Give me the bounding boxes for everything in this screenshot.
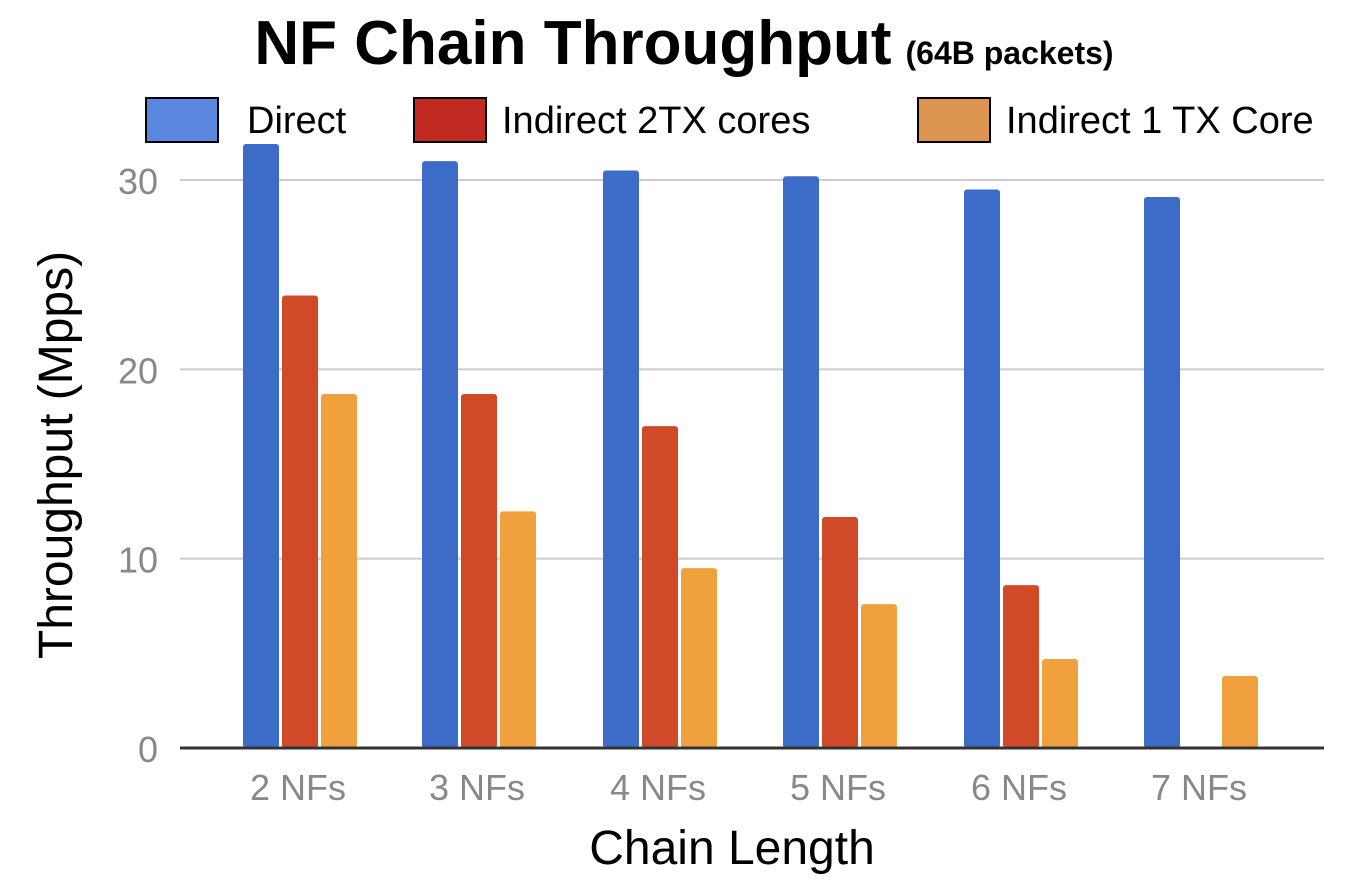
bar	[681, 568, 717, 748]
x-tick-label: 6 NFs	[971, 767, 1067, 808]
legend-swatch	[917, 97, 991, 143]
bar	[282, 295, 318, 748]
bar	[783, 176, 819, 749]
y-tick-label: 10	[118, 540, 158, 581]
legend-swatch	[145, 97, 219, 143]
legend-label: Indirect 1 TX Core	[1006, 100, 1314, 142]
chart-title: NF Chain Throughput	[254, 9, 892, 78]
bar	[1144, 197, 1180, 749]
bar	[861, 604, 897, 748]
legend-swatch	[413, 97, 487, 143]
x-tick-label: 5 NFs	[790, 767, 886, 808]
axes: 0 10 20 30 2 NFs 3 NFs 4 NFs 5 NFs 6 NFs 7 NFs	[118, 161, 1324, 808]
x-tick-label: 7 NFs	[1151, 767, 1247, 808]
y-tick-label: 30	[118, 161, 158, 202]
y-tick-label: 0	[138, 729, 158, 770]
x-tick-label: 3 NFs	[429, 767, 525, 808]
y-axis-label: Throughput (Mpps)	[30, 251, 83, 659]
legend-label: Direct	[247, 100, 347, 142]
bar	[1222, 676, 1258, 748]
bar	[1003, 585, 1039, 748]
y-tick-label: 20	[118, 350, 158, 391]
bar	[321, 393, 357, 748]
bar	[500, 511, 536, 748]
bar	[461, 393, 497, 748]
chart-subtitle: (64B packets)	[905, 35, 1114, 71]
bar	[1042, 659, 1078, 748]
bar	[642, 426, 678, 748]
legend: Direct Indirect 2TX cores Indirect 1 TX Co…	[145, 97, 1314, 143]
bar	[243, 144, 279, 748]
x-tick-label: 2 NFs	[250, 767, 346, 808]
x-tick-label: 4 NFs	[610, 767, 706, 808]
x-axis-label: Chain Length	[589, 822, 875, 875]
gridlines	[180, 179, 1324, 560]
chart-title-block: NF Chain Throughput (64B packets)	[0, 8, 1368, 79]
bars	[243, 144, 1258, 749]
bar	[422, 161, 458, 749]
legend-label: Indirect 2TX cores	[502, 100, 810, 142]
bar	[964, 189, 1000, 748]
bar	[822, 517, 858, 748]
bar	[603, 170, 639, 749]
